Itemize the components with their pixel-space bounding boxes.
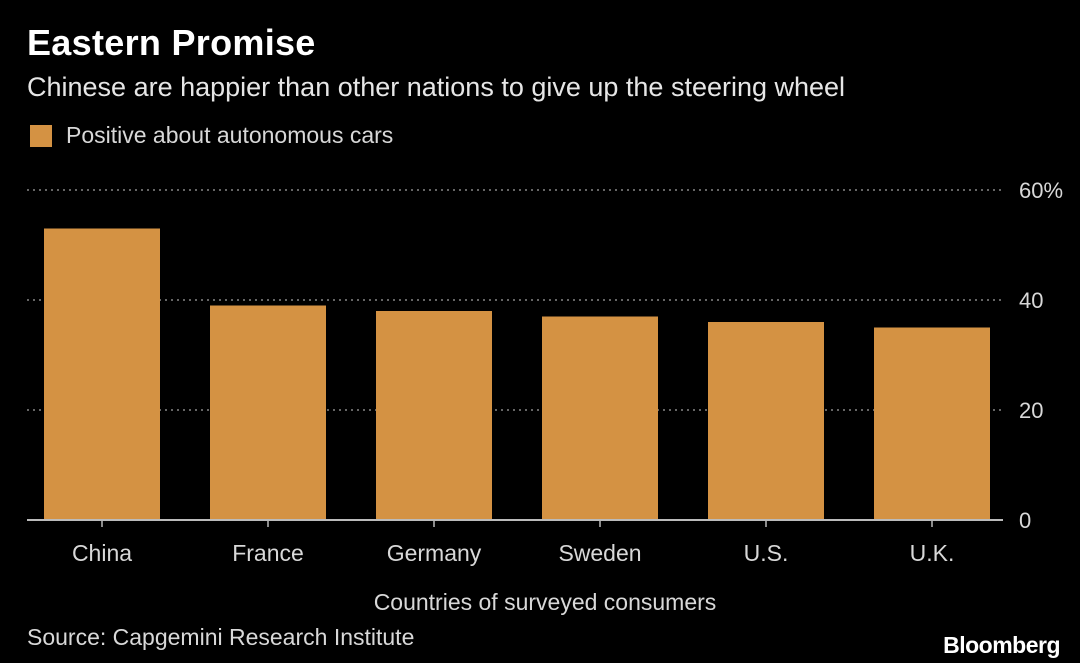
x-tick-label: China xyxy=(72,540,132,566)
y-tick-label: 40 xyxy=(1019,288,1043,313)
bar-us xyxy=(708,322,824,520)
source-note: Source: Capgemini Research Institute xyxy=(27,624,415,650)
y-tick-label: 0 xyxy=(1019,508,1031,533)
bar-uk xyxy=(874,327,990,520)
tick-labels: 0 20 40 60% China France Germany Sweden U.S. U.K. xyxy=(72,178,1063,566)
x-tick-label: U.S. xyxy=(744,540,789,566)
x-axis-label: Countries of surveyed consumers xyxy=(373,589,717,615)
bar-sweden xyxy=(542,316,658,520)
chart-subtitle: Chinese are happier than other nations t… xyxy=(27,72,846,102)
bar-germany xyxy=(376,311,492,520)
y-tick-label: 60% xyxy=(1019,178,1063,203)
y-tick-label: 20 xyxy=(1019,398,1043,423)
chart-title: Eastern Promise xyxy=(27,22,316,63)
legend-swatch xyxy=(30,124,52,147)
bloomberg-logo: Bloomberg xyxy=(943,632,1060,658)
x-tick-label: Sweden xyxy=(558,540,641,566)
bar-france xyxy=(210,305,326,520)
legend: Positive about autonomous cars xyxy=(30,122,393,149)
x-tick-label: France xyxy=(232,540,304,566)
bars xyxy=(44,228,990,520)
gridlines xyxy=(27,189,1003,411)
legend-label: Positive about autonomous cars xyxy=(66,122,394,148)
x-tick-label: Germany xyxy=(387,540,482,566)
x-tick-label: U.K. xyxy=(910,540,955,566)
bar-china xyxy=(44,228,160,520)
